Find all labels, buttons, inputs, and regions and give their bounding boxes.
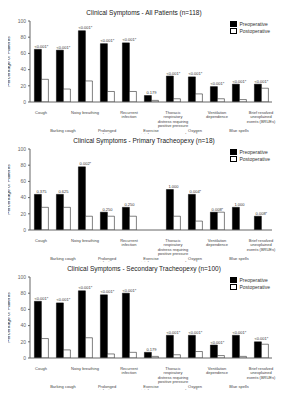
svg-text:<0.001*: <0.001* bbox=[254, 79, 268, 84]
svg-text:Ventilationdependence: Ventilationdependence bbox=[206, 110, 229, 119]
svg-text:40: 40 bbox=[20, 66, 26, 72]
svg-text:Recurrentinfection: Recurrentinfection bbox=[120, 366, 138, 375]
svg-text:40: 40 bbox=[20, 322, 26, 328]
svg-text:<0.001*: <0.001* bbox=[100, 38, 114, 43]
svg-text:<0.001*: <0.001* bbox=[78, 285, 92, 290]
svg-text:Cough: Cough bbox=[35, 110, 47, 115]
svg-text:80: 80 bbox=[20, 290, 26, 296]
svg-text:<0.001*: <0.001* bbox=[34, 44, 48, 49]
svg-text:Percentage of Patients: Percentage of Patients bbox=[8, 36, 11, 87]
svg-text:Brief resolvedunexplainedevent: Brief resolvedunexplainedevents (BRUEs) bbox=[247, 110, 276, 124]
svg-text:0.008*: 0.008* bbox=[212, 207, 224, 212]
svg-text:<0.001*: <0.001* bbox=[232, 330, 246, 335]
svg-text:<0.001*: <0.001* bbox=[122, 37, 136, 42]
html-text:Clinical Symptoms - Primary Tr: Clinical Symptoms - Primary Tracheopexy … bbox=[73, 137, 215, 144]
svg-text:Thoracicrespiratorydistress re: Thoracicrespiratorydistress requiringpos… bbox=[158, 366, 189, 384]
svg-text:60: 60 bbox=[20, 178, 26, 184]
svg-text:Prolongedinfection: Prolongedinfection bbox=[98, 256, 116, 262]
svg-text:Barking cough: Barking cough bbox=[50, 384, 76, 389]
html-text:Preoperative: Preoperative bbox=[239, 21, 268, 27]
svg-text:Thoracicrespiratorydistress re: Thoracicrespiratorydistress requiringpos… bbox=[158, 110, 189, 128]
svg-text:0.375: 0.375 bbox=[36, 189, 47, 194]
svg-text:0.179: 0.179 bbox=[146, 90, 157, 95]
svg-text:Oxygendependence: Oxygendependence bbox=[184, 384, 207, 390]
svg-text:<0.001*: <0.001* bbox=[254, 336, 268, 341]
svg-text:Blue spells: Blue spells bbox=[229, 128, 248, 133]
html-text:Clinical Symptoms - Secondary: Clinical Symptoms - Secondary Tracheopex… bbox=[67, 265, 221, 272]
svg-text:Ventilationdependence: Ventilationdependence bbox=[206, 366, 229, 375]
svg-text:<0.001*: <0.001* bbox=[122, 288, 136, 293]
svg-text:<0.001*: <0.001* bbox=[188, 71, 202, 76]
svg-text:<0.001*: <0.001* bbox=[78, 25, 92, 30]
html-text:Clinical Symptoms - All Patien: Clinical Symptoms - All Patients (n=118) bbox=[86, 9, 202, 16]
svg-text:20: 20 bbox=[20, 339, 26, 345]
svg-text:0.625: 0.625 bbox=[58, 189, 69, 194]
svg-text:1.000: 1.000 bbox=[234, 202, 245, 207]
svg-text:Recurrentinfection: Recurrentinfection bbox=[120, 110, 138, 119]
svg-text:Brief resolvedunexplainedevent: Brief resolvedunexplainedevents (BRUEs) bbox=[247, 366, 276, 380]
svg-text:Ventilationdependence: Ventilationdependence bbox=[206, 238, 229, 247]
svg-text:60: 60 bbox=[20, 306, 26, 312]
svg-text:20: 20 bbox=[20, 83, 26, 89]
svg-text:Thoracicrespiratorydistress re: Thoracicrespiratorydistress requiringpos… bbox=[158, 238, 189, 256]
svg-text:20: 20 bbox=[20, 211, 26, 217]
svg-text:0.004*: 0.004* bbox=[190, 189, 202, 194]
svg-text:Noisy breathing: Noisy breathing bbox=[71, 238, 99, 243]
svg-text:<0.001*: <0.001* bbox=[34, 296, 48, 301]
html-text:Preoperative: Preoperative bbox=[239, 277, 268, 283]
svg-text:80: 80 bbox=[20, 162, 26, 168]
svg-text:<0.001*: <0.001* bbox=[56, 45, 70, 50]
svg-text:0.002*: 0.002* bbox=[80, 161, 92, 166]
svg-text:Barking cough: Barking cough bbox=[50, 128, 76, 133]
svg-text:0.179: 0.179 bbox=[146, 347, 157, 352]
svg-text:Prolongedinfection: Prolongedinfection bbox=[98, 128, 116, 134]
svg-text:Barking cough: Barking cough bbox=[50, 256, 76, 261]
svg-text:<0.001*: <0.001* bbox=[210, 81, 224, 86]
svg-text:0: 0 bbox=[23, 227, 26, 233]
svg-text:Cough: Cough bbox=[35, 366, 47, 371]
html-text:Postoperative: Postoperative bbox=[239, 284, 270, 290]
html-text:Preoperative: Preoperative bbox=[239, 149, 268, 155]
svg-text:<0.001*: <0.001* bbox=[188, 330, 202, 335]
html-text:Postoperative: Postoperative bbox=[239, 156, 270, 162]
svg-text:Exerciseintolerance: Exerciseintolerance bbox=[141, 384, 161, 390]
svg-text:0: 0 bbox=[23, 355, 26, 361]
svg-text:Oxygendependence: Oxygendependence bbox=[184, 256, 207, 262]
svg-text:<0.001*: <0.001* bbox=[210, 340, 224, 345]
svg-text:Exerciseintolerance: Exerciseintolerance bbox=[141, 128, 161, 134]
svg-text:<0.001*: <0.001* bbox=[232, 79, 246, 84]
html-text:Postoperative: Postoperative bbox=[239, 28, 270, 34]
svg-text:Blue spells: Blue spells bbox=[229, 256, 248, 261]
svg-text:0.250: 0.250 bbox=[102, 207, 113, 212]
svg-text:Noisy breathing: Noisy breathing bbox=[71, 366, 99, 371]
svg-text:Oxygendependence: Oxygendependence bbox=[184, 128, 207, 134]
svg-text:Percentage of Patients: Percentage of Patients bbox=[8, 292, 11, 343]
svg-text:0: 0 bbox=[23, 99, 26, 105]
svg-text:100: 100 bbox=[18, 146, 27, 152]
svg-text:100: 100 bbox=[18, 18, 27, 24]
svg-text:0.008*: 0.008* bbox=[256, 211, 268, 216]
svg-text:Percentage of Patients: Percentage of Patients bbox=[8, 164, 11, 215]
svg-text:100: 100 bbox=[18, 274, 27, 280]
svg-text:60: 60 bbox=[20, 50, 26, 56]
svg-text:Prolongedinfection: Prolongedinfection bbox=[98, 384, 116, 390]
svg-text:80: 80 bbox=[20, 34, 26, 40]
svg-text:<0.001*: <0.001* bbox=[166, 71, 180, 76]
svg-text:Recurrentinfection: Recurrentinfection bbox=[120, 238, 138, 247]
svg-text:<0.001*: <0.001* bbox=[56, 297, 70, 302]
svg-text:Blue spells: Blue spells bbox=[229, 384, 248, 389]
svg-text:<0.001*: <0.001* bbox=[100, 289, 114, 294]
svg-text:Noisy breathing: Noisy breathing bbox=[71, 110, 99, 115]
svg-text:1.000: 1.000 bbox=[168, 184, 179, 189]
svg-text:Brief resolvedunexplainedevent: Brief resolvedunexplainedevents (BRUEs) bbox=[247, 238, 276, 252]
svg-text:0.250: 0.250 bbox=[124, 202, 135, 207]
svg-text:40: 40 bbox=[20, 194, 26, 200]
svg-text:Exerciseintolerance: Exerciseintolerance bbox=[141, 256, 161, 262]
svg-text:Cough: Cough bbox=[35, 238, 47, 243]
svg-text:<0.001*: <0.001* bbox=[166, 330, 180, 335]
